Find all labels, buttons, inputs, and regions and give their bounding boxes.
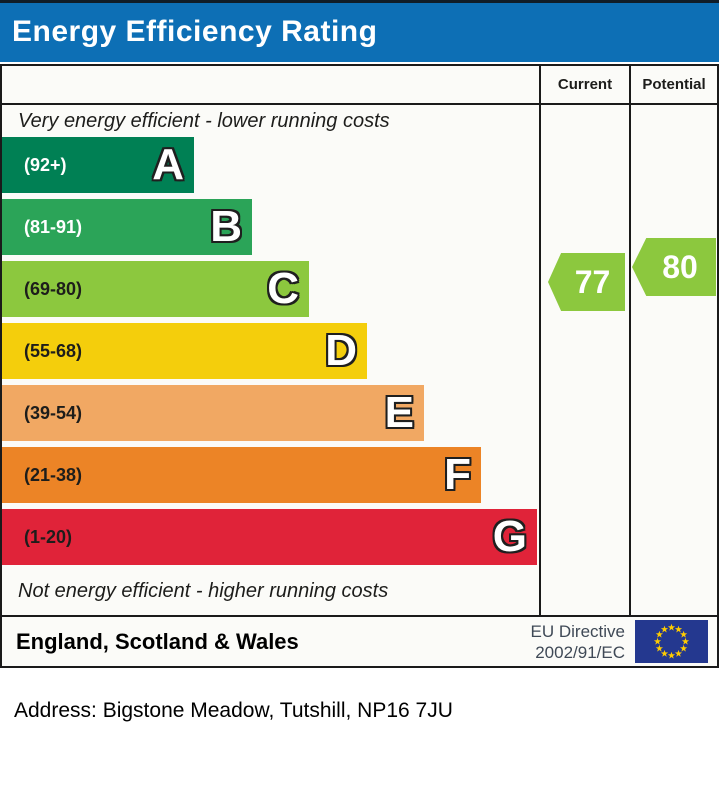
address-line: Address: Bigstone Meadow, Tutshill, NP16… (14, 699, 453, 722)
band-range-label: (81-91) (24, 216, 83, 237)
band-list: (92+) A (81-91) B (69-80) C (55-68) D (3… (2, 137, 537, 571)
band-letter: F (444, 450, 471, 499)
band-row-d: (55-68) D (2, 323, 367, 379)
eu-flag-icon (635, 620, 708, 663)
potential-rating-value: 80 (662, 248, 698, 285)
footer-row: England, Scotland & Wales EU Directive 2… (2, 617, 717, 666)
eu-directive-line1: EU Directive (530, 621, 625, 641)
band-letter: B (210, 202, 242, 251)
band-range-label: (21-38) (24, 464, 83, 485)
band-row-f: (21-38) F (2, 447, 481, 503)
chart-row: Very energy efficient - lower running co… (2, 105, 717, 617)
column-header-potential: Potential (629, 66, 717, 103)
band-range-label: (69-80) (24, 278, 83, 299)
band-letter: C (267, 264, 299, 313)
current-rating-arrow: 77 (548, 253, 625, 311)
chart-title-bar: Energy Efficiency Rating (0, 0, 719, 62)
potential-column: 80 (629, 105, 717, 615)
band-letter: A (152, 140, 184, 189)
column-header-current: Current (539, 66, 629, 103)
band-row-g: (1-20) G (2, 509, 537, 565)
column-header-spacer (2, 66, 539, 103)
band-range-label: (39-54) (24, 402, 83, 423)
page-title: Energy Efficiency Rating (12, 15, 378, 48)
band-range-label: (1-20) (24, 526, 73, 547)
column-header-row: Current Potential (2, 66, 717, 105)
band-letter: E (384, 388, 414, 437)
footer-region-label: England, Scotland & Wales (16, 628, 299, 654)
epc-rating-table: Current Potential Very energy efficient … (0, 64, 719, 668)
band-chart-area: Very energy efficient - lower running co… (2, 105, 539, 615)
current-rating-value: 77 (574, 263, 611, 300)
band-row-c: (69-80) C (2, 261, 309, 317)
eu-directive-line2: 2002/91/EC (535, 642, 625, 662)
eu-directive-text: EU Directive 2002/91/EC (531, 621, 625, 663)
band-letter: G (492, 512, 527, 561)
band-range-label: (55-68) (24, 340, 83, 361)
band-range-label: (92+) (24, 154, 67, 175)
potential-rating-arrow: 80 (632, 238, 716, 296)
caption-not-efficient: Not energy efficient - higher running co… (18, 580, 389, 602)
band-letter: D (325, 326, 357, 375)
current-column: 77 (539, 105, 629, 615)
band-row-a: (92+) A (2, 137, 194, 193)
band-row-b: (81-91) B (2, 199, 252, 255)
caption-very-efficient: Very energy efficient - lower running co… (18, 110, 390, 132)
band-row-e: (39-54) E (2, 385, 424, 441)
